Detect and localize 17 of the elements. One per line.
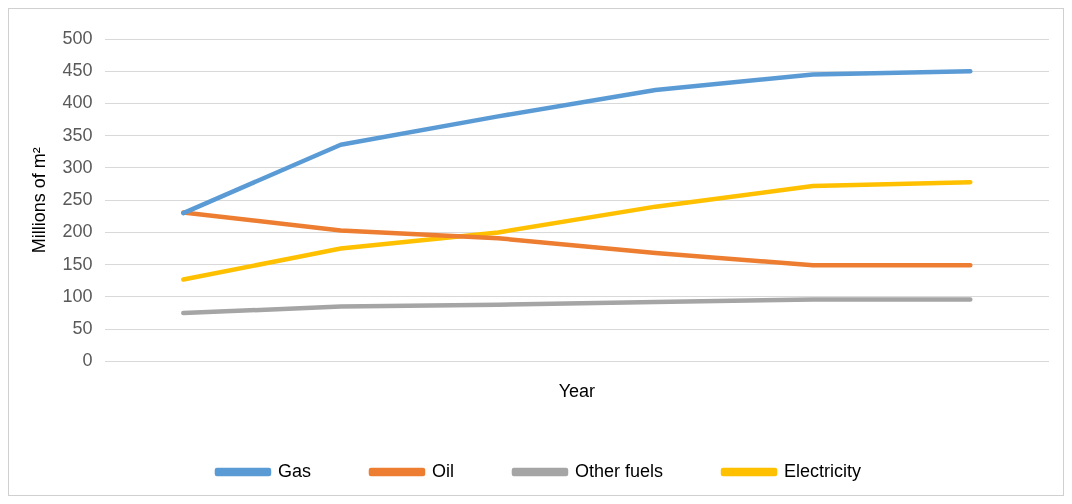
y-tick-label: 500 xyxy=(62,27,93,48)
y-tick-label: 250 xyxy=(62,189,93,210)
legend-label: Electricity xyxy=(784,460,862,481)
y-axis-title: Millions of m² xyxy=(28,147,49,254)
y-tick-label: 150 xyxy=(62,253,93,274)
y-tick-label: 50 xyxy=(72,318,93,339)
y-tick-label: 450 xyxy=(62,60,93,81)
legend-label: Gas xyxy=(277,460,311,481)
y-tick-label: 0 xyxy=(82,350,93,371)
legend-label: Other fuels xyxy=(574,460,664,481)
y-tick-label: 400 xyxy=(62,92,93,113)
legend-label: Oil xyxy=(431,460,454,481)
x-axis-title: Year xyxy=(558,381,595,402)
y-tick-label: 300 xyxy=(62,156,93,177)
y-tick-label: 100 xyxy=(62,285,93,306)
y-tick-label: 350 xyxy=(62,124,93,145)
y-tick-label: 200 xyxy=(62,221,93,242)
